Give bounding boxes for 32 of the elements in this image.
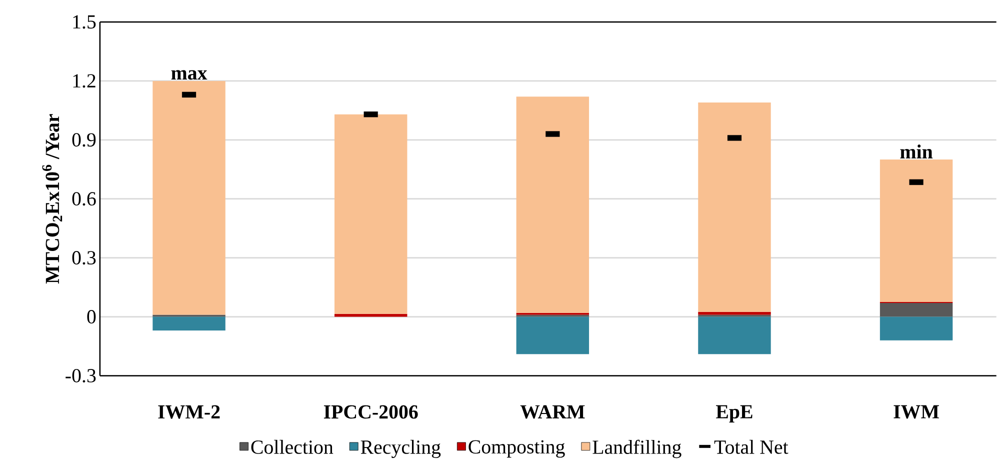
legend-label: Recycling (360, 440, 441, 458)
bar (516, 96, 590, 313)
y-axis-title: MTCO$_{2}$Ex10$^{6}$ /Year (42, 114, 62, 284)
bar (698, 316, 771, 354)
legend-label: Total Net (714, 440, 788, 454)
y-tick-label: 1.5 (73, 15, 96, 29)
bar (880, 303, 953, 317)
annotation: min (900, 144, 933, 159)
bar (698, 102, 771, 312)
bar (152, 81, 226, 315)
x-tick-label: IPCC-2006 (324, 405, 418, 419)
x-tick-label: IWM (894, 405, 939, 419)
y-tick-label: 0 (87, 310, 96, 324)
annotation: max (171, 70, 208, 80)
bar (334, 314, 408, 317)
x-tick-label: EpE (716, 405, 752, 423)
bar (152, 316, 226, 331)
x-tick-label: IWM-2 (158, 405, 220, 419)
y-tick-label: 0.9 (72, 133, 96, 147)
legend-label: Collection (251, 440, 334, 454)
y-tick-label: 1.2 (73, 74, 96, 88)
y-tick-label: 0.6 (72, 192, 96, 206)
y-tick-label: 0.3 (72, 251, 96, 265)
x-tick-label: WARM (520, 405, 585, 419)
bar (516, 316, 590, 354)
bar (334, 114, 408, 314)
y-tick-label: -0.3 (66, 369, 96, 383)
legend-label: Landfilling (592, 440, 682, 458)
legend-label: Composting (468, 440, 565, 458)
bar (698, 312, 771, 315)
bar (880, 316, 953, 341)
bar (880, 160, 953, 302)
